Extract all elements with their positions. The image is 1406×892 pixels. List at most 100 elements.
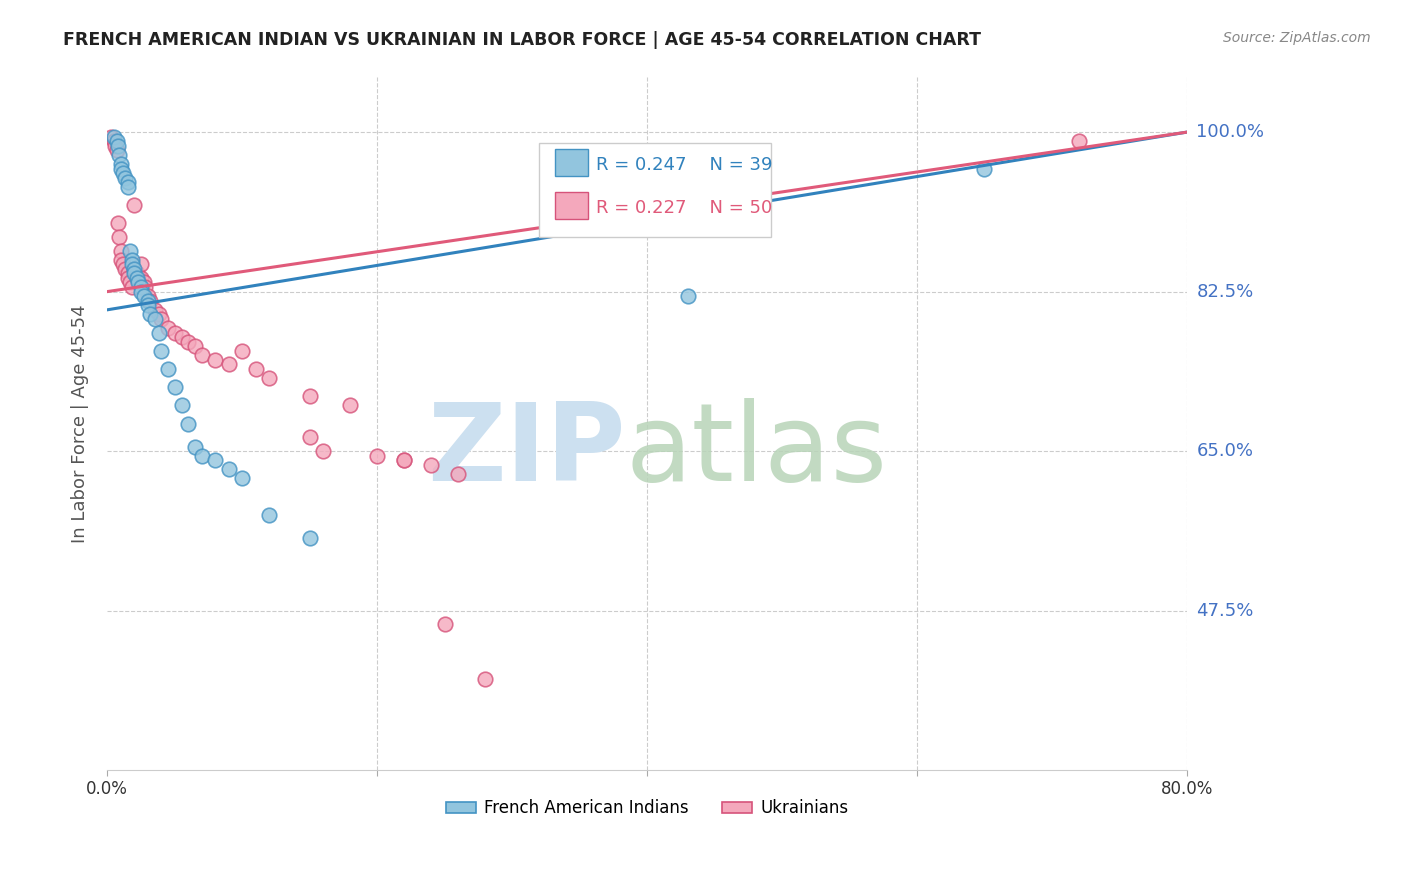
Point	[132, 276, 155, 290]
Text: 82.5%: 82.5%	[1197, 283, 1254, 301]
Point	[204, 453, 226, 467]
Point	[117, 179, 139, 194]
Point	[129, 280, 152, 294]
Point	[218, 358, 240, 372]
Point	[143, 312, 166, 326]
Point	[170, 330, 193, 344]
Point	[107, 138, 129, 153]
Point	[148, 326, 170, 340]
Point	[110, 157, 132, 171]
Point	[150, 343, 173, 358]
Point	[257, 508, 280, 522]
Point	[157, 362, 180, 376]
Point	[127, 276, 149, 290]
Point	[231, 471, 253, 485]
Text: 47.5%: 47.5%	[1197, 601, 1254, 620]
Point	[127, 271, 149, 285]
Point	[124, 266, 146, 280]
Point	[124, 261, 146, 276]
Point	[143, 302, 166, 317]
Point	[112, 166, 135, 180]
Point	[447, 467, 470, 481]
Point	[433, 617, 456, 632]
Point	[157, 321, 180, 335]
Point	[129, 271, 152, 285]
Point	[191, 449, 214, 463]
Point	[110, 244, 132, 258]
Point	[218, 462, 240, 476]
Point	[150, 312, 173, 326]
Point	[110, 161, 132, 176]
Point	[177, 334, 200, 349]
Point	[136, 293, 159, 308]
Bar	[555, 149, 588, 177]
Text: ZIP: ZIP	[427, 399, 626, 504]
Legend: French American Indians, Ukrainians: French American Indians, Ukrainians	[439, 793, 855, 824]
Point	[114, 170, 136, 185]
Point	[100, 129, 122, 144]
Point	[366, 449, 388, 463]
Point	[392, 453, 415, 467]
Text: 100.0%: 100.0%	[1197, 123, 1264, 141]
Point	[120, 244, 142, 258]
Text: FRENCH AMERICAN INDIAN VS UKRAINIAN IN LABOR FORCE | AGE 45-54 CORRELATION CHART: FRENCH AMERICAN INDIAN VS UKRAINIAN IN L…	[63, 31, 981, 49]
Point	[231, 343, 253, 358]
Point	[125, 266, 148, 280]
Point	[117, 266, 139, 280]
Point	[121, 252, 143, 267]
Point	[107, 216, 129, 230]
FancyBboxPatch shape	[538, 144, 772, 236]
Point	[184, 440, 207, 454]
Point	[139, 293, 162, 308]
Point	[298, 389, 321, 403]
Point	[121, 257, 143, 271]
Point	[163, 380, 186, 394]
Point	[112, 257, 135, 271]
Point	[104, 138, 127, 153]
Point	[1067, 134, 1090, 148]
Point	[170, 399, 193, 413]
Y-axis label: In Labor Force | Age 45-54: In Labor Force | Age 45-54	[72, 304, 89, 543]
Point	[117, 175, 139, 189]
Point	[204, 353, 226, 368]
Point	[124, 198, 146, 212]
Point	[103, 129, 125, 144]
Point	[103, 134, 125, 148]
Text: R = 0.227    N = 50: R = 0.227 N = 50	[596, 199, 773, 217]
Point	[117, 271, 139, 285]
Point	[136, 298, 159, 312]
Text: R = 0.247    N = 39: R = 0.247 N = 39	[596, 156, 773, 174]
Point	[676, 289, 699, 303]
Point	[114, 261, 136, 276]
Text: atlas: atlas	[626, 399, 887, 504]
Point	[124, 261, 146, 276]
Point	[139, 307, 162, 321]
Point	[191, 348, 214, 362]
Point	[339, 399, 361, 413]
Point	[148, 307, 170, 321]
Point	[420, 458, 443, 472]
Text: Source: ZipAtlas.com: Source: ZipAtlas.com	[1223, 31, 1371, 45]
Point	[105, 134, 128, 148]
Point	[392, 453, 415, 467]
Point	[298, 531, 321, 545]
Point	[134, 280, 156, 294]
Point	[110, 252, 132, 267]
Point	[474, 672, 496, 686]
Point	[184, 339, 207, 353]
Point	[298, 430, 321, 444]
Point	[129, 285, 152, 299]
Point	[132, 289, 155, 303]
Point	[136, 289, 159, 303]
Point	[129, 257, 152, 271]
Point	[177, 417, 200, 431]
Point	[312, 444, 335, 458]
Point	[245, 362, 267, 376]
Bar	[555, 192, 588, 219]
Text: 65.0%: 65.0%	[1197, 442, 1253, 460]
Point	[108, 148, 131, 162]
Point	[973, 161, 995, 176]
Point	[105, 144, 128, 158]
Point	[125, 271, 148, 285]
Point	[163, 326, 186, 340]
